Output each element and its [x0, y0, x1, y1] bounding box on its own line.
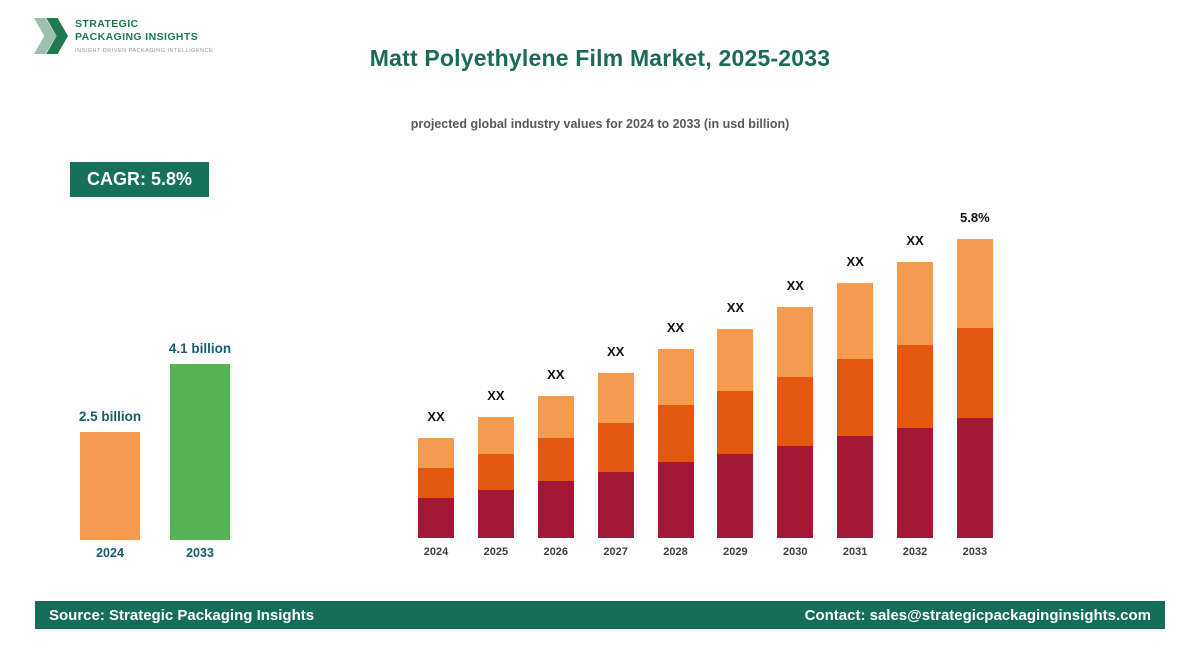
bottom-segment [477, 490, 514, 538]
top-segment [418, 438, 454, 468]
bar-stack [537, 396, 574, 538]
top-segment [897, 262, 933, 345]
bar-top-label: XX [666, 320, 685, 335]
brand-text: STRATEGIC PACKAGING INSIGHTS INSIGHT-DRI… [75, 18, 213, 54]
middle-segment [777, 377, 814, 446]
axis-label: 2028 [663, 546, 688, 558]
stacked-bar-group: XX 2031 [837, 254, 874, 561]
bar-stack [418, 438, 454, 538]
mini-bar-group: 4.1 billion 2033 [168, 341, 232, 560]
bar-stack [897, 262, 933, 538]
bottom-segment [717, 454, 754, 538]
stacked-bar-group: XX 2027 [597, 344, 634, 561]
bottom-segment [956, 418, 993, 538]
stacked-bar-group: XX 2029 [717, 300, 754, 561]
top-segment [477, 417, 514, 454]
axis-label: 2033 [962, 546, 988, 558]
bar-top-label: XX [906, 233, 924, 248]
top-segment [537, 396, 574, 438]
top-segment [837, 283, 874, 359]
bar [80, 432, 140, 540]
middle-segment [897, 345, 933, 428]
stacked-bar-group: XX 2028 [657, 320, 694, 561]
bar-top-label: XX [547, 367, 565, 382]
bottom-segment [537, 481, 574, 538]
axis-label: 2029 [723, 546, 748, 558]
brand-name-line2: PACKAGING INSIGHTS [75, 31, 199, 43]
brand-logo: STRATEGIC PACKAGING INSIGHTS INSIGHT-DRI… [32, 13, 213, 59]
bottom-segment [418, 498, 454, 538]
axis-label: 2031 [842, 546, 868, 558]
axis-label: 2025 [483, 546, 509, 558]
middle-segment [956, 328, 993, 418]
top-segment [777, 307, 814, 377]
brand-name-line1: STRATEGIC [75, 17, 139, 30]
footer-bar: Source: Strategic Packaging Insights Con… [35, 601, 1165, 629]
bar-top-label: XX [786, 278, 804, 293]
footer-contact: Contact: sales@strategicpackaginginsight… [804, 606, 1151, 624]
bar-stack [777, 307, 814, 538]
bar-top-label: 5.8% [960, 210, 990, 225]
bar-value-label: 4.1 billion [168, 341, 232, 356]
top-segment [956, 239, 993, 328]
bar-value-label: 2.5 billion [78, 409, 142, 424]
axis-label: 2030 [783, 546, 808, 558]
bottom-segment [897, 428, 933, 538]
bottom-segment [597, 472, 634, 538]
bar-stack [717, 329, 754, 538]
bar-stack [837, 283, 874, 538]
bar-stack [657, 349, 694, 538]
bottom-segment [657, 462, 694, 538]
bottom-segment [777, 446, 814, 538]
stacked-bar-group: XX 2024 [418, 409, 454, 561]
axis-label: 2026 [543, 546, 568, 558]
bar-top-label: XX [726, 300, 745, 315]
middle-segment [657, 405, 694, 462]
axis-label: 2024 [96, 546, 124, 560]
axis-label: 2032 [902, 546, 928, 558]
stacked-bar-group: XX 2032 [897, 233, 933, 561]
middle-segment [477, 454, 514, 490]
mini-bar-group: 2.5 billion 2024 [78, 409, 142, 560]
axis-label: 2027 [603, 546, 628, 558]
top-segment [657, 349, 694, 405]
stacked-bar-group: XX 2025 [477, 388, 514, 561]
bar-stack [477, 417, 514, 538]
page-subtitle: projected global industry values for 202… [410, 117, 790, 131]
middle-segment [597, 423, 634, 472]
page-title: Matt Polyethylene Film Market, 2025-2033 [369, 45, 831, 71]
axis-label: 2033 [186, 546, 214, 560]
bar-top-label: XX [487, 388, 505, 403]
middle-segment [837, 359, 874, 436]
axis-label: 2024 [423, 546, 449, 558]
middle-segment [537, 438, 574, 481]
stacked-bar-group: 5.8% 2033 [956, 210, 993, 561]
middle-segment [418, 468, 454, 498]
bar [170, 364, 230, 540]
cagr-badge: CAGR: 5.8% [70, 162, 210, 197]
projection-chart: XX 2024 XX 2025 XX 2026 XX 2027 XX 2028 XX 2029 XX 20… [418, 210, 993, 561]
bar-top-label: XX [846, 254, 864, 269]
brand-chevron-icon [33, 18, 68, 54]
bottom-segment [837, 436, 874, 538]
bar-stack [597, 373, 634, 538]
bar-stack [956, 239, 993, 538]
stacked-bar-group: XX 2026 [537, 367, 574, 561]
top-segment [597, 373, 634, 423]
brand-tagline: INSIGHT-DRIVEN PACKAGING INTELLIGENCE [75, 48, 214, 55]
middle-segment [717, 391, 754, 454]
footer-source: Source: Strategic Packaging Insights [49, 606, 315, 624]
growth-summary-chart: 2.5 billion 2024 4.1 billion 2033 [55, 337, 255, 560]
top-segment [717, 329, 754, 391]
stacked-bar-group: XX 2030 [777, 278, 814, 561]
bar-top-label: XX [606, 344, 625, 359]
bar-top-label: XX [427, 409, 445, 424]
